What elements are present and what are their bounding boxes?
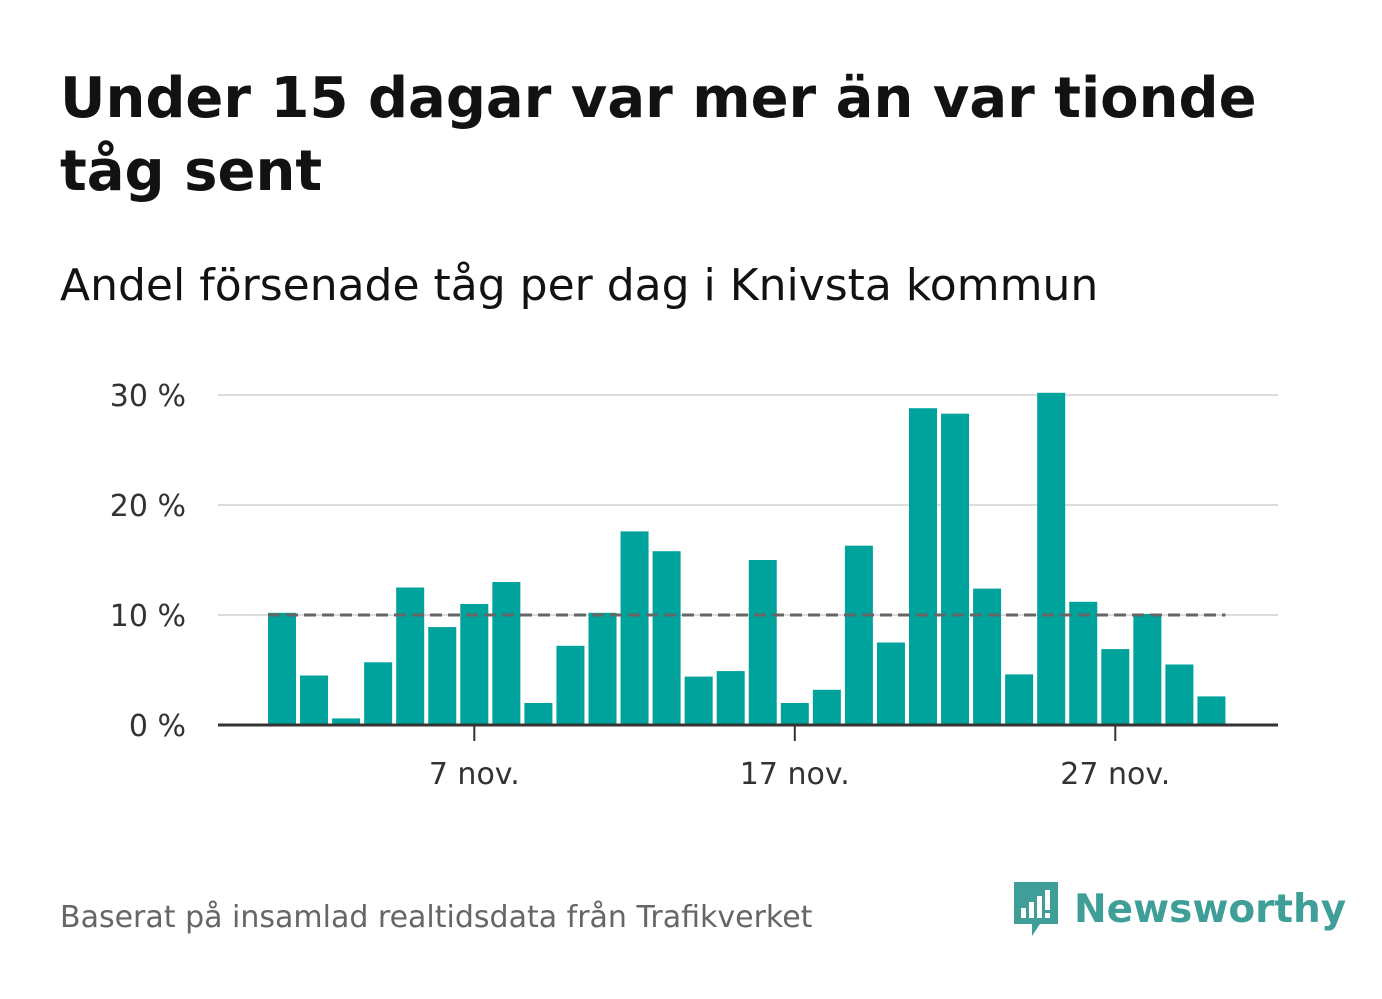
bar[interactable] — [396, 587, 425, 726]
y-tick-label: 10 % — [110, 599, 186, 634]
x-tick-label: 27 nov. — [1060, 757, 1170, 792]
bar[interactable] — [844, 545, 873, 725]
bar[interactable] — [460, 604, 489, 725]
bar[interactable] — [1069, 601, 1098, 725]
bar[interactable] — [588, 612, 617, 725]
source-note: Baserat på insamlad realtidsdata från Tr… — [60, 900, 813, 935]
x-tick-label: 7 nov. — [429, 757, 520, 792]
brand-logo[interactable]: Newsworthy — [1010, 878, 1346, 940]
bar[interactable] — [876, 642, 905, 726]
bar[interactable] — [1005, 674, 1034, 725]
bar[interactable] — [300, 675, 329, 726]
bar[interactable] — [428, 627, 457, 725]
bar[interactable] — [780, 703, 809, 725]
brand-name: Newsworthy — [1074, 886, 1347, 932]
bar[interactable] — [492, 582, 521, 725]
bar[interactable] — [556, 645, 585, 725]
chart-title: Under 15 dagar var mer än var tionde tåg… — [60, 66, 1257, 204]
bar[interactable] — [1165, 664, 1194, 726]
grid-lines — [218, 394, 1278, 616]
x-tick-label: 17 nov. — [740, 757, 850, 792]
bar[interactable] — [364, 662, 393, 725]
bar[interactable] — [716, 671, 745, 725]
y-tick-label: 30 % — [110, 379, 186, 414]
y-tick-label: 0 % — [129, 709, 186, 744]
bar[interactable] — [332, 718, 361, 725]
bar[interactable] — [1037, 392, 1066, 725]
bar[interactable] — [973, 588, 1002, 725]
bar[interactable] — [909, 408, 937, 725]
y-tick-label: 20 % — [110, 489, 186, 524]
chart-subtitle: Andel försenade tåg per dag i Knivsta ko… — [60, 260, 1099, 311]
bar[interactable] — [652, 551, 681, 725]
bar[interactable] — [748, 560, 777, 725]
y-axis-ticks: 0 % 10 % 20 % 30 % — [110, 379, 186, 744]
bars — [268, 392, 1226, 726]
newsworthy-logo-icon — [1014, 882, 1058, 936]
bar[interactable] — [1101, 649, 1130, 725]
bar[interactable] — [941, 413, 970, 725]
bar[interactable] — [524, 703, 553, 725]
bar[interactable] — [620, 531, 649, 725]
bar[interactable] — [812, 689, 841, 725]
bar[interactable] — [1197, 696, 1226, 725]
bar[interactable] — [684, 676, 713, 725]
bar[interactable] — [268, 612, 296, 725]
bar[interactable] — [1133, 613, 1162, 725]
x-axis-ticks: 7 nov. 17 nov. 27 nov. — [429, 725, 1170, 792]
